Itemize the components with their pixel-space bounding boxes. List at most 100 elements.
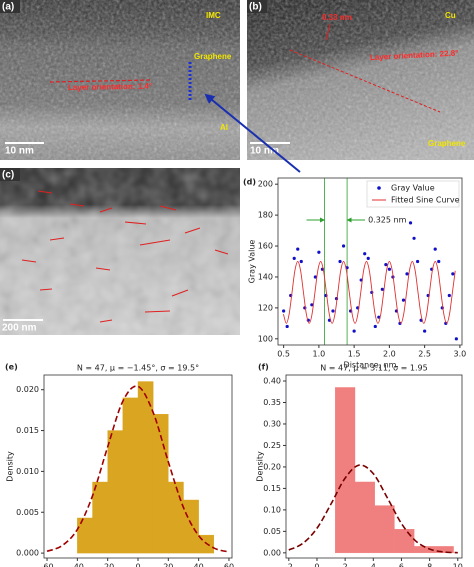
data-point	[299, 259, 303, 264]
x-tick-label: -2	[285, 563, 293, 567]
chart: -60 -40 -20 0 20 40 60 0.000 0.005 0.010 0.015 0.02…	[5, 363, 234, 567]
data-point	[437, 259, 441, 264]
data-point	[405, 272, 409, 276]
bar	[183, 499, 199, 554]
density-curve	[288, 464, 458, 554]
region-label: Graphene	[428, 139, 466, 148]
y-tick-label: 0.005	[16, 508, 39, 517]
mark	[99, 319, 113, 323]
data-point	[384, 262, 388, 267]
y-tick-label: 0.015	[16, 426, 39, 435]
y-tick-label: 0.05	[263, 527, 281, 536]
x-tick-label: 3.0	[454, 350, 467, 359]
bar	[77, 517, 93, 554]
y-tick-label: 0.15	[263, 484, 281, 493]
plot-frame	[285, 374, 463, 559]
mark	[37, 190, 53, 194]
legend-label: Fitted Sine Curve	[391, 196, 460, 205]
y-tick-label: 100	[258, 334, 273, 343]
data-point	[451, 272, 455, 276]
annotation: 0.325 nm	[368, 216, 407, 225]
region-label: Graphene	[194, 52, 232, 61]
bar	[92, 481, 108, 554]
texture	[0, 0, 240, 160]
y-tick-label: 0.020	[16, 385, 39, 394]
data-point	[313, 275, 317, 279]
bar	[394, 529, 415, 554]
mark	[144, 310, 171, 313]
data-point	[310, 303, 314, 307]
fit-line	[282, 261, 456, 324]
mark	[214, 249, 229, 255]
data-point	[341, 244, 346, 248]
data-point	[352, 329, 356, 333]
chart-title: N = 47, μ = 3.11, σ = 1.95	[320, 364, 428, 373]
legend-label: Gray Value	[391, 184, 435, 193]
data-point	[454, 337, 458, 341]
mark	[171, 289, 189, 297]
mark	[184, 227, 201, 234]
y-axis-label: Density	[256, 451, 265, 482]
mark	[95, 267, 111, 271]
micrograph-b: (b) Cu 0.33 nm Layer orientation: 22.8° …	[247, 0, 474, 160]
x-tick-label: 2	[343, 563, 348, 567]
bar	[137, 381, 154, 554]
y-tick-label: 160	[258, 242, 273, 251]
panel-label: (a)	[2, 2, 14, 13]
mark	[49, 237, 65, 241]
bar	[354, 481, 375, 554]
y-tick-label: 0.000	[16, 549, 39, 558]
data-point	[423, 329, 427, 333]
legend-box	[366, 180, 460, 208]
y-tick-label: 0.35	[263, 398, 281, 407]
mark	[124, 221, 147, 225]
panel-label: (f)	[258, 363, 269, 372]
y-axis-label: Density	[6, 451, 15, 482]
region-label: Al	[220, 123, 228, 132]
x-tick-label: 20	[163, 563, 173, 567]
data-point	[331, 309, 335, 313]
bar	[122, 397, 139, 554]
data-point	[433, 247, 437, 251]
x-tick-label: 1.5	[348, 350, 361, 359]
region-label: IMC	[206, 11, 221, 20]
chart: -2 0 2 4 6 8 10 0.00 0.05 0.10 0.15 0.20 0.25 0.30 0.3…	[256, 363, 463, 567]
orientation-line	[289, 49, 441, 113]
link-arrow	[204, 93, 301, 173]
y-tick-label: 0.30	[263, 419, 281, 428]
scale-label: 10 nm	[250, 146, 279, 157]
bar	[107, 430, 124, 554]
panel-label: (e)	[5, 363, 18, 372]
data-point	[401, 298, 406, 302]
x-tick-label: -20	[101, 563, 114, 567]
x-tick-label: 8	[427, 563, 432, 567]
bar	[374, 505, 395, 554]
x-tick-label: -40	[71, 563, 84, 567]
y-axis-label: Gray Value	[248, 240, 257, 284]
data-point	[296, 247, 300, 251]
data-point	[380, 287, 384, 291]
bar	[168, 481, 184, 554]
x-tick-label: 10	[453, 563, 463, 567]
label-bg	[0, 0, 20, 13]
y-tick-label: 0.010	[16, 467, 39, 476]
bar	[335, 387, 356, 554]
data-point	[447, 293, 451, 298]
x-tick-label: -60	[40, 563, 53, 567]
x-tick-label: 40	[194, 563, 204, 567]
x-tick-label: 1.0	[313, 350, 326, 359]
texture	[247, 0, 474, 160]
plot-frame	[277, 177, 463, 346]
data-point	[444, 321, 448, 325]
label-bg	[247, 0, 267, 13]
x-tick-label: 0.5	[277, 350, 290, 359]
legend-swatch	[377, 186, 381, 190]
orientation-marks	[21, 190, 229, 323]
mark	[99, 207, 113, 213]
data-point	[285, 324, 289, 329]
mark	[69, 203, 85, 207]
data-point	[366, 256, 370, 261]
mark	[21, 259, 37, 263]
